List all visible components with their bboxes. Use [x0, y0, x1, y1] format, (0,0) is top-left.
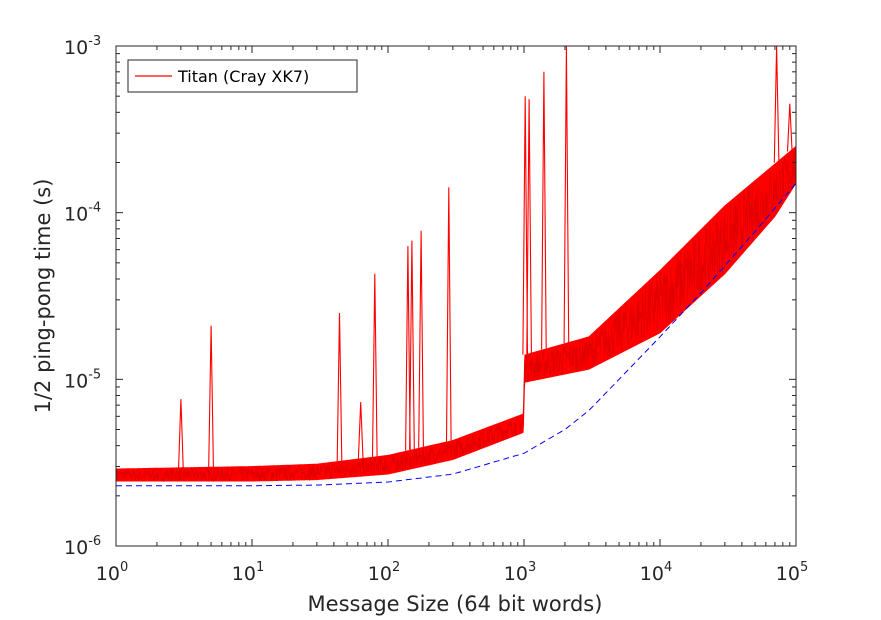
spike-point — [445, 187, 452, 442]
x-tick-label: 105 — [776, 560, 808, 585]
spike-point — [522, 96, 529, 355]
series-noise-titan — [115, 146, 797, 483]
spike-point — [178, 399, 184, 468]
spike-point — [541, 71, 547, 350]
spike-point — [418, 230, 424, 448]
spike-point — [526, 99, 532, 354]
spike-point — [786, 103, 793, 152]
axes-box — [115, 45, 797, 547]
y-axis-title: 1/2 ping-pong time (s) — [31, 179, 55, 414]
legend-entry-label: Titan (Cray XK7) — [177, 67, 309, 86]
spike-point — [371, 273, 378, 458]
x-tick-label: 104 — [640, 560, 672, 585]
x-tick-label: 102 — [368, 560, 400, 585]
y-tick-label: 10-4 — [64, 201, 101, 226]
plot-area — [115, 45, 797, 487]
x-tick-label: 103 — [504, 560, 536, 585]
legend: Titan (Cray XK7) — [127, 59, 358, 93]
spike-point — [208, 325, 214, 468]
x-tick-label: 100 — [96, 560, 128, 585]
spike-point — [405, 246, 411, 451]
spike-point — [336, 312, 343, 462]
y-tick-label: 10-5 — [64, 367, 101, 392]
x-axis-title: Message Size (64 bit words) — [308, 592, 603, 616]
x-tick-label: 101 — [232, 560, 264, 585]
axes: 100 101 102 103 104 105 10-6 10-5 10-4 10-3 — [64, 34, 808, 585]
spike-point — [409, 240, 415, 450]
y-tick-label: 10-6 — [64, 534, 101, 559]
y-tick-label: 10-3 — [64, 34, 101, 59]
spike-point — [357, 402, 364, 459]
series-line-model — [116, 182, 797, 487]
